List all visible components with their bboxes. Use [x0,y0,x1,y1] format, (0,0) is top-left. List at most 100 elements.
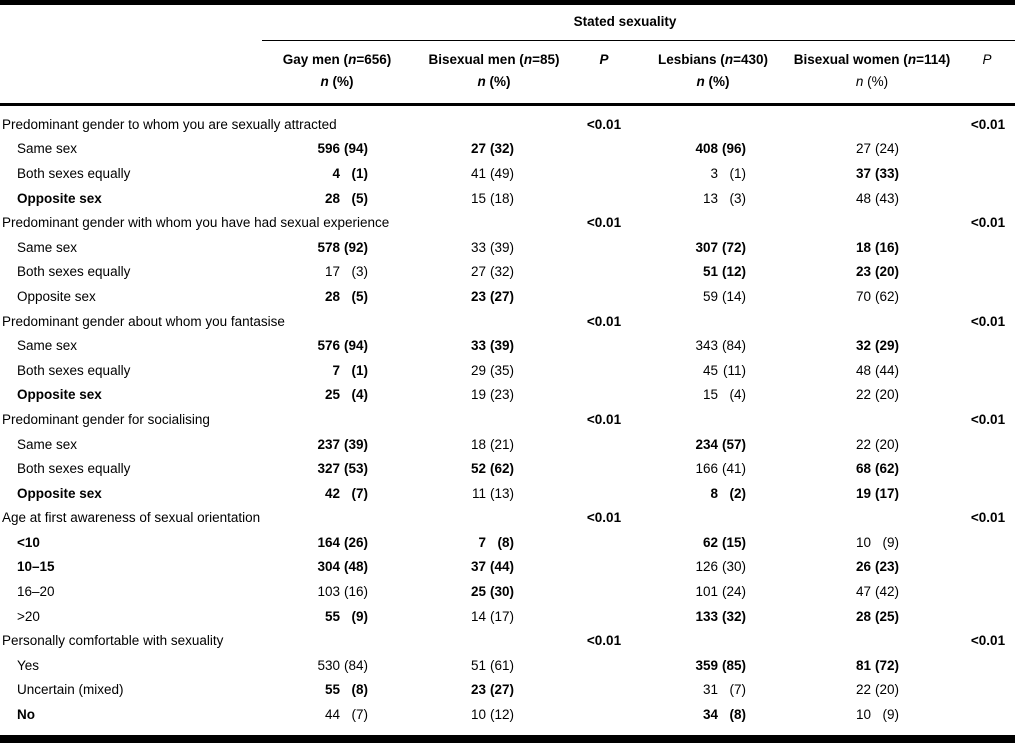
data-row: Both sexes equally 7 (1) 29 (35) 45 (11) 48 (44) [0,358,1015,383]
cell-pct-gay-men: (94) [343,141,368,157]
cell-pct-bisexual-women: (20) [874,387,899,403]
column-title: Lesbians (n=430) [658,52,768,67]
cell-pct-gay-men: (3) [351,264,369,280]
section-label: Predominant gender to whom you are sexua… [2,116,337,132]
column-subtitle: n (%) [855,74,889,89]
cell-pct-bisexual-men: (49) [489,165,514,181]
cell-pct-bisexual-men: (44) [489,559,514,575]
cell-pct-lesbians: (41) [721,461,746,477]
row-label: Uncertain (mixed) [17,682,124,698]
cell-n-lesbians: 62 [702,534,718,550]
data-row: Uncertain (mixed) 55 (8) 23 (27) 31 (7) 22 (20) [0,678,1015,703]
cell-n-bisexual-women: 48 [855,362,871,378]
p-value-men: <0.01 [586,411,622,427]
p-value-men: <0.01 [586,510,622,526]
cell-n-gay-men: 28 [324,190,340,206]
cell-pct-bisexual-men: (27) [489,288,514,304]
data-row: Opposite sex 28 (5) 23 (27) 59 (14) 70 (62) [0,284,1015,309]
column-subtitle: n (%) [477,74,511,89]
cell-n-lesbians: 15 [702,387,718,403]
data-row: Both sexes equally 17 (3) 27 (32) 51 (12) 23 (20… [0,260,1015,285]
cell-n-bisexual-men: 11 [471,485,486,501]
cell-n-lesbians: 343 [695,338,718,354]
cell-pct-bisexual-women: (33) [874,165,899,181]
data-row: Yes 530 (84) 51 (61) 359 (85) 81 (72) [0,653,1015,678]
data-row: <10 164 (26) 7 (8) 62 (15) 10 (9) [0,530,1015,555]
row-label: Opposite sex [17,288,96,304]
cell-n-lesbians: 359 [695,657,718,673]
cell-n-bisexual-women: 81 [855,657,871,673]
cell-n-bisexual-men: 10 [470,707,486,723]
cell-pct-lesbians: (4) [729,387,747,403]
header-rule [0,103,1015,106]
data-row: Opposite sex 25 (4) 19 (23) 15 (4) 22 (20) [0,383,1015,408]
cell-pct-bisexual-women: (20) [874,436,899,452]
cell-pct-lesbians: (12) [721,264,746,280]
section-label: Personally comfortable with sexuality [2,633,224,649]
cell-pct-gay-men: (84) [343,657,368,673]
column-subtitle: n (%) [696,74,730,89]
row-label: Opposite sex [17,190,102,206]
cell-pct-bisexual-men: (35) [489,362,514,378]
cell-pct-bisexual-men: (61) [489,657,514,673]
cell-n-lesbians: 13 [702,190,718,206]
data-row: Opposite sex 28 (5) 15 (18) 13 (3) 48 (43) [0,186,1015,211]
cell-n-bisexual-women: 22 [855,387,871,403]
cell-pct-gay-men: (1) [351,362,369,378]
cell-pct-gay-men: (4) [351,387,369,403]
cell-pct-lesbians: (24) [721,584,746,600]
cell-n-bisexual-men: 33 [470,338,486,354]
p-value-men: <0.01 [586,215,622,231]
cell-pct-gay-men: (92) [343,239,368,255]
cell-pct-bisexual-men: (27) [489,682,514,698]
cell-n-bisexual-women: 27 [855,141,871,157]
cell-n-bisexual-men: 29 [470,362,486,378]
cell-pct-bisexual-women: (62) [874,461,899,477]
cell-pct-bisexual-women: (25) [874,608,899,624]
cell-n-bisexual-women: 28 [855,608,871,624]
cell-pct-bisexual-women: (62) [874,288,899,304]
column-title: Gay men (n=656) [282,52,392,67]
row-label: Same sex [17,338,78,354]
cell-n-bisexual-men: 27 [470,264,486,280]
data-row: Both sexes equally 327 (53) 52 (62) 166 (41) 68… [0,456,1015,481]
cell-n-lesbians: 34 [702,707,718,723]
row-label: 10–15 [17,559,55,575]
column-title: Bisexual men (n=85) [428,52,560,67]
cell-n-lesbians: 31 [702,682,718,698]
cell-n-gay-men: 7 [332,362,340,378]
cell-pct-gay-men: (7) [351,485,369,501]
cell-n-bisexual-men: 7 [478,534,486,550]
cell-n-gay-men: 4 [332,165,340,181]
cell-n-gay-men: 25 [324,387,340,403]
cell-pct-gay-men: (39) [343,436,368,452]
cell-pct-lesbians: (96) [721,141,746,157]
column-header-bisexual-men: Bisexual men (n=85) n (%) [429,52,560,89]
cell-n-bisexual-men: 27 [470,141,486,157]
row-label: Both sexes equally [17,362,131,378]
cell-pct-gay-men: (1) [351,165,369,181]
data-row: 10–15 304 (48) 37 (44) 126 (30) 26 (23) [0,555,1015,580]
cell-n-lesbians: 307 [695,239,718,255]
p-value-women: <0.01 [970,215,1006,231]
cell-n-bisexual-women: 37 [855,165,871,181]
row-label: Both sexes equally [17,461,131,477]
p-value-men: <0.01 [586,313,622,329]
cell-n-lesbians: 408 [695,141,718,157]
cell-n-gay-men: 304 [317,559,340,575]
cell-pct-lesbians: (85) [721,657,746,673]
cell-pct-gay-men: (9) [351,608,369,624]
cell-n-bisexual-men: 51 [470,657,486,673]
cell-n-gay-men: 596 [317,141,340,157]
p-value-column-header-men: P [599,52,609,67]
cell-n-lesbians: 166 [695,461,718,477]
cell-n-bisexual-men: 14 [470,608,486,624]
data-row: Same sex 578 (92) 33 (39) 307 (72) 18 (16) [0,235,1015,260]
cell-pct-bisexual-men: (18) [489,190,514,206]
data-row: >20 55 (9) 14 (17) 133 (32) 28 (25) [0,604,1015,629]
cell-pct-bisexual-women: (17) [874,485,899,501]
cell-pct-bisexual-men: (23) [489,387,514,403]
cell-pct-bisexual-men: (32) [489,141,514,157]
cell-n-gay-men: 28 [324,288,340,304]
cell-pct-lesbians: (84) [721,338,746,354]
